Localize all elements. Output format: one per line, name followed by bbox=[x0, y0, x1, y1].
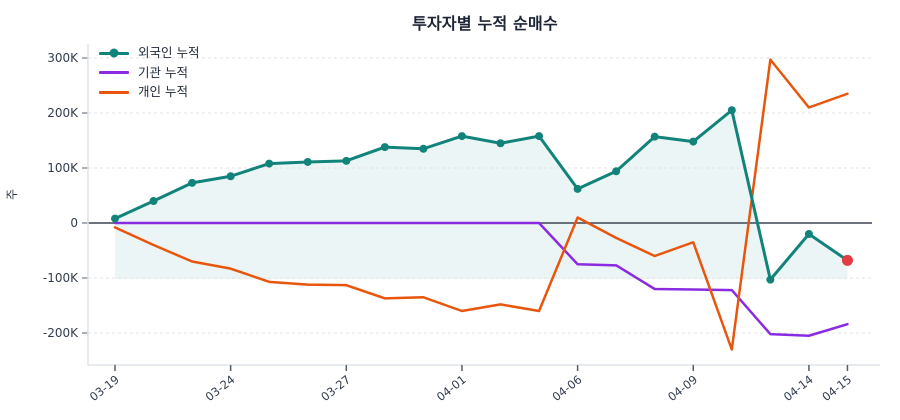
data-point-marker bbox=[111, 214, 119, 223]
y-tick-label: 300K bbox=[47, 51, 79, 65]
y-axis-title: 주 bbox=[5, 188, 20, 201]
y-tick-label: 200K bbox=[47, 106, 79, 120]
series-line-1 bbox=[113, 221, 849, 337]
data-point-marker bbox=[766, 275, 775, 284]
data-point-marker bbox=[149, 197, 158, 205]
x-tick-label: 03-24 bbox=[203, 372, 238, 404]
y-tick-label: 100K bbox=[47, 161, 79, 175]
series-area-fill bbox=[115, 110, 848, 280]
chart-title: 투자자별 누적 순매수 bbox=[412, 14, 558, 33]
data-point-marker bbox=[342, 156, 351, 165]
series-line-2 bbox=[113, 58, 849, 351]
data-point-marker bbox=[650, 132, 659, 141]
legend: 외국인 누적 기관 누적 개인 누적 bbox=[99, 45, 200, 99]
x-tick-label: 03-19 bbox=[87, 372, 122, 404]
x-tick-label: 04-15 bbox=[819, 372, 854, 404]
data-point-marker bbox=[303, 157, 312, 166]
legend-item-institution[interactable]: 기관 누적 bbox=[99, 64, 199, 80]
legend-item-individual[interactable]: 개인 누적 bbox=[99, 84, 199, 99]
data-point-marker bbox=[727, 106, 736, 115]
x-tick-label: 04-06 bbox=[549, 372, 584, 404]
data-point-marker bbox=[226, 172, 235, 181]
x-tick-label: 04-01 bbox=[434, 372, 469, 404]
y-tick-label: -200K bbox=[43, 326, 79, 340]
legend-swatch-individual bbox=[99, 90, 129, 94]
legend-swatch-foreigner bbox=[99, 48, 129, 58]
data-point-marker bbox=[689, 137, 698, 146]
end-point-marker bbox=[841, 254, 853, 266]
legend-swatch-institution bbox=[99, 71, 129, 75]
data-point-marker bbox=[496, 139, 505, 148]
data-point-marker bbox=[419, 144, 428, 153]
series-line-0 bbox=[113, 108, 849, 282]
data-point-marker bbox=[265, 159, 274, 168]
legend-label-foreigner: 외국인 누적 bbox=[138, 45, 200, 60]
legend-label-institution: 기관 누적 bbox=[138, 64, 188, 80]
legend-item-foreigner[interactable]: 외국인 누적 bbox=[99, 45, 200, 60]
legend-marker-dot bbox=[109, 48, 119, 58]
y-tick-label: -100K bbox=[43, 271, 79, 285]
data-point-marker bbox=[573, 184, 582, 193]
data-point-marker bbox=[535, 132, 544, 141]
data-point-marker bbox=[457, 132, 466, 141]
x-tick-label: 04-14 bbox=[781, 372, 816, 404]
y-tick-label: 0 bbox=[70, 216, 78, 230]
data-point-marker bbox=[804, 230, 813, 238]
legend-label-individual: 개인 누적 bbox=[138, 84, 188, 99]
data-point-marker bbox=[380, 143, 389, 152]
data-point-marker bbox=[612, 167, 621, 176]
data-point-marker bbox=[188, 178, 197, 187]
x-tick-label: 03-27 bbox=[318, 372, 353, 404]
x-tick-label: 04-09 bbox=[665, 372, 700, 404]
